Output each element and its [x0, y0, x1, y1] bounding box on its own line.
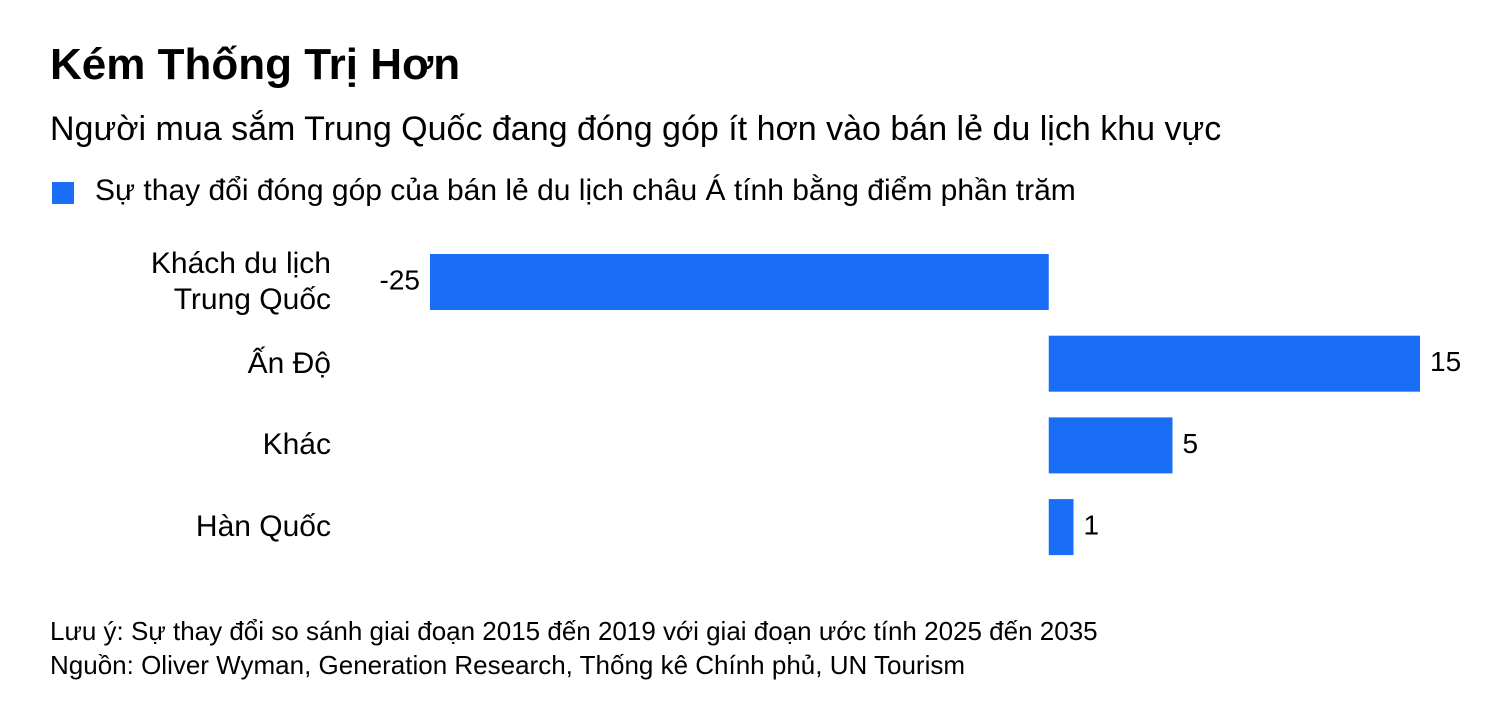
value-label: -25 — [380, 264, 420, 295]
category-label: Hàn Quốc — [195, 510, 331, 544]
bar — [1048, 417, 1173, 474]
value-label: 15 — [1430, 346, 1461, 377]
category-label: Khách du lịch Trung Quốc — [150, 247, 331, 316]
category-label: Ấn Độ — [247, 346, 331, 380]
legend-swatch — [52, 182, 74, 204]
source: Nguồn: Oliver Wyman, Generation Research… — [50, 650, 966, 680]
category-label: Khác — [262, 428, 331, 462]
note: Lưu ý: Sự thay đổi so sánh giai đoạn 201… — [50, 616, 1098, 646]
chart-title: Kém Thống Trị Hơn — [50, 40, 461, 89]
legend-label: Sự thay đổi đóng góp của bán lẻ du lịch … — [95, 174, 1076, 207]
value-label: 5 — [1183, 428, 1199, 459]
bar — [1048, 335, 1420, 392]
chart-subtitle: Người mua sắm Trung Quốc đang đóng góp í… — [50, 110, 1222, 148]
bar — [430, 254, 1049, 310]
value-label: 1 — [1084, 509, 1100, 540]
bar — [1048, 499, 1074, 556]
